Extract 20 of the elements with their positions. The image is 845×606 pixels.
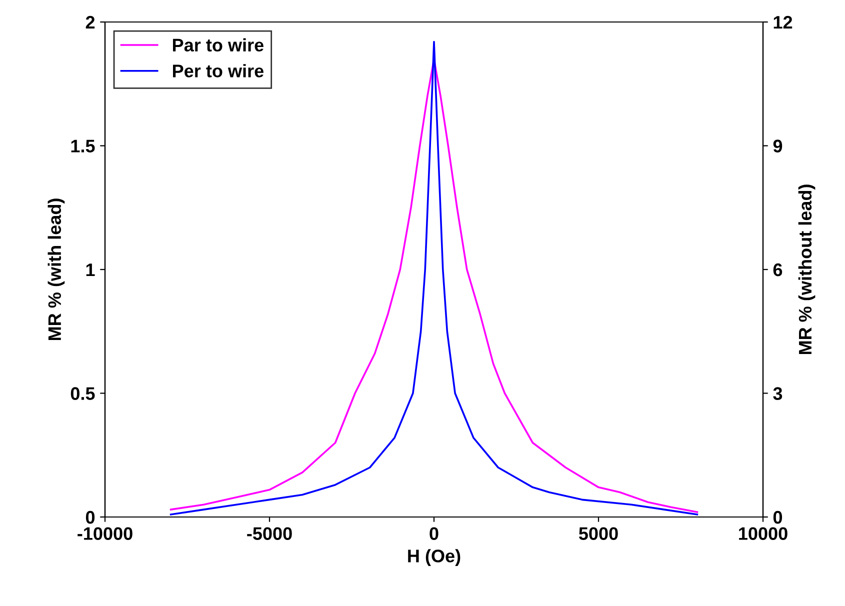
x-tick-label: 0 xyxy=(430,527,438,540)
y-tick-label: 2 xyxy=(86,16,95,29)
y2-tick-label: 3 xyxy=(773,387,782,400)
y2-tick-label: 6 xyxy=(773,263,782,276)
y2-tick-label: 9 xyxy=(773,140,782,152)
y-tick-label: 0.5 xyxy=(70,387,95,400)
x-tick-label: -10000 xyxy=(78,527,132,540)
y2-axis-title: MR % (without lead) xyxy=(798,184,816,354)
x-tick-label: 5000 xyxy=(578,527,618,540)
x-tick-label: -5000 xyxy=(247,527,292,540)
y2-tick-label: 12 xyxy=(774,16,792,29)
legend-label: Par to wire xyxy=(173,38,264,52)
y-tick-label: 0 xyxy=(86,510,95,524)
x-axis-title: H (Oe) xyxy=(408,549,460,566)
legend-label: Per to wire xyxy=(173,64,264,78)
y-tick-label: 1.5 xyxy=(71,140,95,152)
y-tick-label: 1 xyxy=(86,264,95,276)
x-tick-label: 10000 xyxy=(739,527,788,540)
y-axis-title: MR % (with lead) xyxy=(48,198,65,340)
y2-tick-label: 0 xyxy=(773,510,782,524)
